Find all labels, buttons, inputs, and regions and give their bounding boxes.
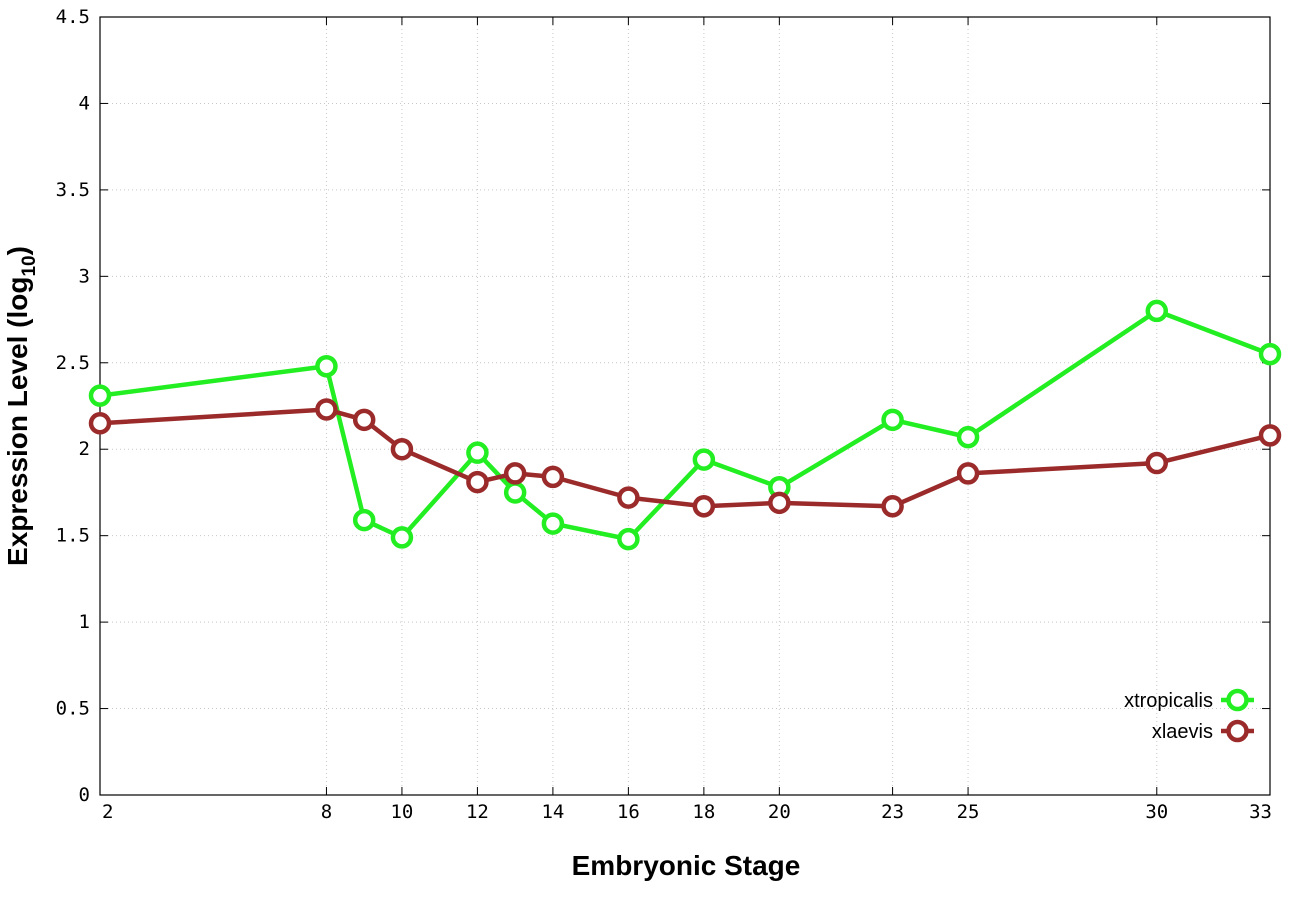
data-point — [88, 384, 112, 407]
x-axis-ticks: 2 8 10 12 14 16 18 20 23 25 30 33 — [99, 17, 1272, 823]
data-point — [352, 408, 376, 432]
grid — [100, 17, 1270, 795]
y-tick-label: 4.5 — [56, 6, 90, 28]
y-tick-label: 4 — [79, 92, 90, 114]
y-tick-label: 0.5 — [56, 698, 90, 720]
data-point — [617, 527, 640, 551]
x-tick-label: 12 — [466, 801, 489, 823]
legend: xtropicalis xlaevis — [1124, 688, 1254, 743]
x-tick-label: 25 — [957, 801, 980, 823]
y-tick-label: 3 — [79, 265, 90, 287]
axes — [99, 16, 1271, 796]
x-tick-label: 2 — [102, 801, 113, 823]
data-point — [503, 481, 527, 504]
data-point — [88, 412, 112, 435]
data-point — [1145, 299, 1169, 323]
y-axis-ticks: 0 0.5 1 1.5 2 2.5 3 3.5 4 4.5 — [56, 6, 1270, 806]
data-point — [541, 465, 565, 489]
data-point — [956, 462, 980, 485]
series-layer — [88, 299, 1282, 551]
y-tick-label: 1 — [79, 611, 90, 633]
x-tick-label: 8 — [321, 801, 332, 823]
legend-marker — [1226, 688, 1249, 712]
y-tick-label: 3.5 — [56, 179, 90, 201]
y-tick-label: 2 — [79, 438, 90, 460]
legend-entry-xlaevis: xlaevis — [1152, 719, 1254, 743]
data-point — [956, 425, 980, 449]
data-point — [768, 491, 791, 515]
data-point — [692, 495, 716, 518]
data-point — [466, 441, 489, 464]
x-tick-label: 33 — [1249, 801, 1272, 823]
legend-label: xlaevis — [1152, 721, 1213, 743]
data-point — [352, 508, 376, 532]
y-axis-title-main: Expression Level (log — [2, 277, 33, 566]
x-tick-label: 16 — [617, 801, 640, 823]
series-xtropicalis — [88, 299, 1282, 551]
data-point — [617, 486, 640, 509]
data-point — [692, 448, 716, 471]
legend-entry-xtropicalis: xtropicalis — [1124, 688, 1254, 712]
y-axis-title: Expression Level (log10) — [2, 246, 40, 566]
x-axis-title: Embryonic Stage — [572, 850, 801, 881]
series-line — [99, 407, 1271, 509]
data-point — [390, 437, 414, 461]
data-point — [466, 470, 489, 494]
data-point — [1258, 424, 1282, 447]
y-tick-label: 0 — [79, 784, 90, 806]
x-tick-label: 14 — [541, 801, 564, 823]
y-axis-title-close: ) — [2, 246, 33, 255]
legend-marker — [1226, 719, 1249, 743]
series-xlaevis — [88, 398, 1282, 518]
y-tick-label: 2.5 — [56, 352, 90, 374]
data-point — [541, 512, 565, 535]
data-point — [315, 354, 338, 378]
data-point — [315, 398, 338, 421]
data-point — [881, 408, 904, 432]
data-point — [1258, 342, 1282, 366]
x-tick-label: 30 — [1145, 801, 1168, 823]
x-tick-label: 20 — [768, 801, 791, 823]
data-point — [881, 495, 904, 518]
x-tick-label: 10 — [390, 801, 413, 823]
plot-frame — [99, 16, 1271, 796]
data-point — [503, 462, 527, 485]
data-point — [1145, 451, 1169, 475]
legend-label: xtropicalis — [1124, 690, 1213, 712]
x-tick-label: 23 — [881, 801, 904, 823]
y-tick-label: 1.5 — [56, 525, 90, 547]
data-point — [390, 526, 414, 549]
y-axis-title-subscript: 10 — [19, 255, 40, 276]
x-tick-label: 18 — [692, 801, 715, 823]
